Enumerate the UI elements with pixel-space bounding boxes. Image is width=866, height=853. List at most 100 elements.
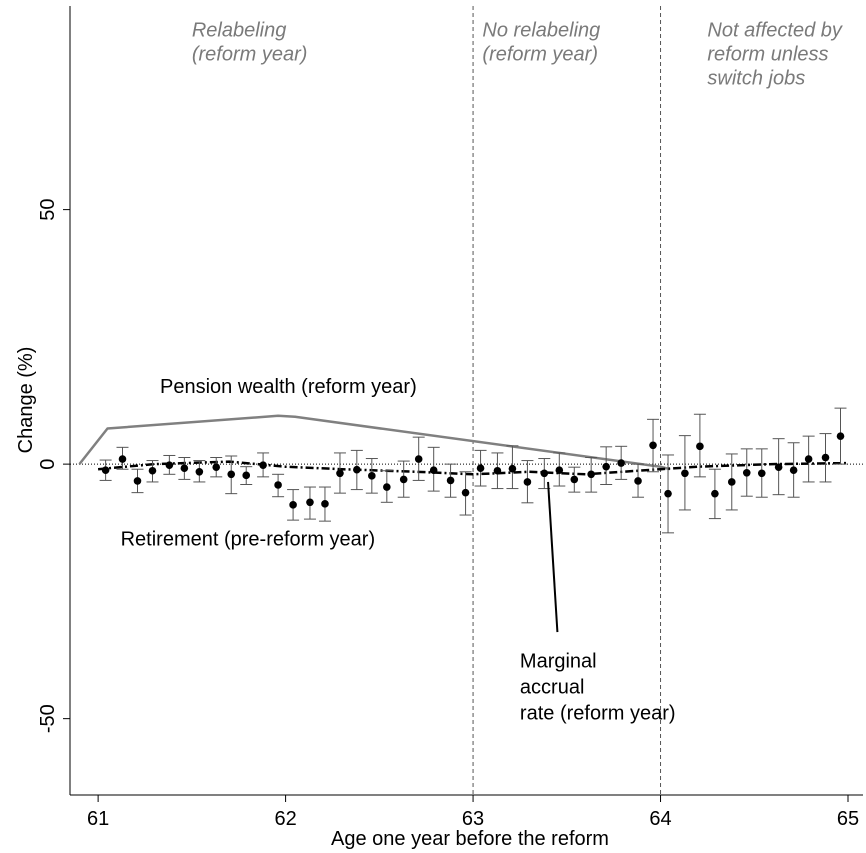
data-point [555, 466, 564, 475]
retirement-point-46 [802, 435, 815, 483]
data-point [429, 466, 438, 475]
annotation-line: Pension wealth (reform year) [160, 376, 417, 398]
region-label-1: Relabeling (reform year) [192, 20, 308, 66]
region-label-line: Not affected by [707, 20, 843, 42]
marginal-accrual-line [97, 460, 849, 476]
retirement-point-18 [365, 458, 378, 494]
retirement-point-35 [632, 463, 645, 498]
retirement-point-44 [772, 438, 785, 496]
data-point [306, 498, 314, 507]
retirement-point-21 [412, 436, 425, 481]
data-point [634, 477, 642, 485]
data-point [523, 478, 532, 486]
retirement-point-28 [521, 460, 534, 504]
data-point [180, 464, 189, 473]
region-label-line: Relabeling [192, 20, 287, 42]
data-point [493, 466, 502, 475]
data-point [289, 501, 297, 509]
retirement-point-15 [318, 486, 331, 522]
annotation-pointer-line [547, 481, 559, 633]
retirement-point-47 [819, 433, 832, 483]
data-point [461, 488, 470, 497]
retirement-point-26 [491, 452, 504, 490]
region-label-line: (reform year) [192, 44, 308, 66]
retirement-point-38 [678, 435, 691, 511]
data-point [681, 469, 689, 478]
data-point [414, 455, 423, 463]
y-axis-title: Change (%) [15, 347, 37, 454]
y-tick-label-50: 50 [37, 198, 59, 220]
data-point [195, 467, 204, 476]
retirement-point-4 [146, 460, 159, 483]
data-point [165, 461, 174, 469]
y-tick-label--50: -50 [37, 704, 59, 733]
retirement-point-29 [538, 458, 551, 490]
region-label-line: switch jobs [707, 68, 805, 90]
retirement-point-10 [240, 466, 253, 485]
retirement-point-22 [427, 446, 440, 492]
series-annotation-2: Retirement (pre-reform year) [121, 529, 376, 551]
data-point [711, 489, 719, 498]
retirement-point-23 [444, 463, 457, 498]
data-point [148, 466, 157, 475]
data-point [821, 453, 830, 462]
data-point [508, 464, 517, 473]
retirement-point-40 [708, 468, 721, 520]
data-point [789, 466, 798, 475]
retirement-point-6 [178, 457, 191, 480]
data-point [446, 476, 455, 485]
data-point [742, 468, 751, 477]
retirement-point-43 [755, 448, 768, 498]
region-label-3: Not affected by reform unless switch jobs [707, 20, 843, 90]
axes: 61 62 63 64 65 50 0 -50 [37, 6, 863, 830]
data-point [242, 471, 251, 480]
data-point [353, 465, 361, 474]
series-annotation-3: Marginal accrual rate (reform year) [520, 651, 676, 725]
data-point [836, 432, 845, 440]
data-point [101, 466, 110, 475]
x-tick-label-61: 61 [87, 808, 109, 830]
retirement-point-39 [693, 413, 706, 478]
retirement-point-19 [380, 470, 393, 503]
retirement-point-48 [834, 407, 847, 465]
retirement-point-31 [568, 466, 581, 493]
retirement-point-32 [585, 457, 598, 493]
data-point [212, 463, 221, 471]
region-label-2: No relabeling (reform year) [482, 20, 600, 66]
data-point [133, 477, 142, 485]
data-point [368, 472, 376, 480]
annotation-line: accrual [520, 677, 584, 699]
retirement-point-45 [787, 442, 800, 498]
x-axis-title: Age one year before the reform [331, 828, 609, 850]
retirement-point-37 [662, 454, 675, 534]
retirement-point-8 [210, 457, 223, 478]
data-point [696, 442, 704, 451]
data-point [540, 469, 549, 478]
retirement-point-30 [553, 452, 566, 487]
y-tick-label-0: 0 [37, 459, 59, 470]
retirement-point-2 [116, 446, 129, 470]
data-point [617, 459, 625, 467]
x-tick-label-62: 62 [274, 808, 296, 830]
annotation-line: Marginal [520, 651, 597, 673]
data-point [476, 464, 485, 473]
x-tick-label-65: 65 [837, 808, 859, 830]
annotation-line: rate (reform year) [520, 703, 676, 725]
pension-wealth-line [78, 414, 671, 471]
data-point [602, 462, 610, 471]
retirement-point-42 [740, 448, 753, 497]
retirement-point-5 [163, 454, 176, 475]
series-annotation-1: Pension wealth (reform year) [160, 376, 417, 398]
retirement-point-27 [506, 445, 519, 490]
retirement-point-17 [350, 449, 363, 491]
data-point [259, 461, 267, 469]
retirement-point-33 [600, 446, 613, 485]
retirement-point-12 [272, 473, 285, 498]
retirement-point-16 [333, 452, 346, 494]
data-point [383, 483, 391, 491]
labels: Age one year before the reform Change (%… [15, 20, 843, 850]
data-point [804, 455, 813, 463]
x-tick-label-64: 64 [649, 808, 671, 830]
region-label-line: No relabeling [482, 20, 600, 42]
retirement-point-3 [131, 468, 144, 494]
